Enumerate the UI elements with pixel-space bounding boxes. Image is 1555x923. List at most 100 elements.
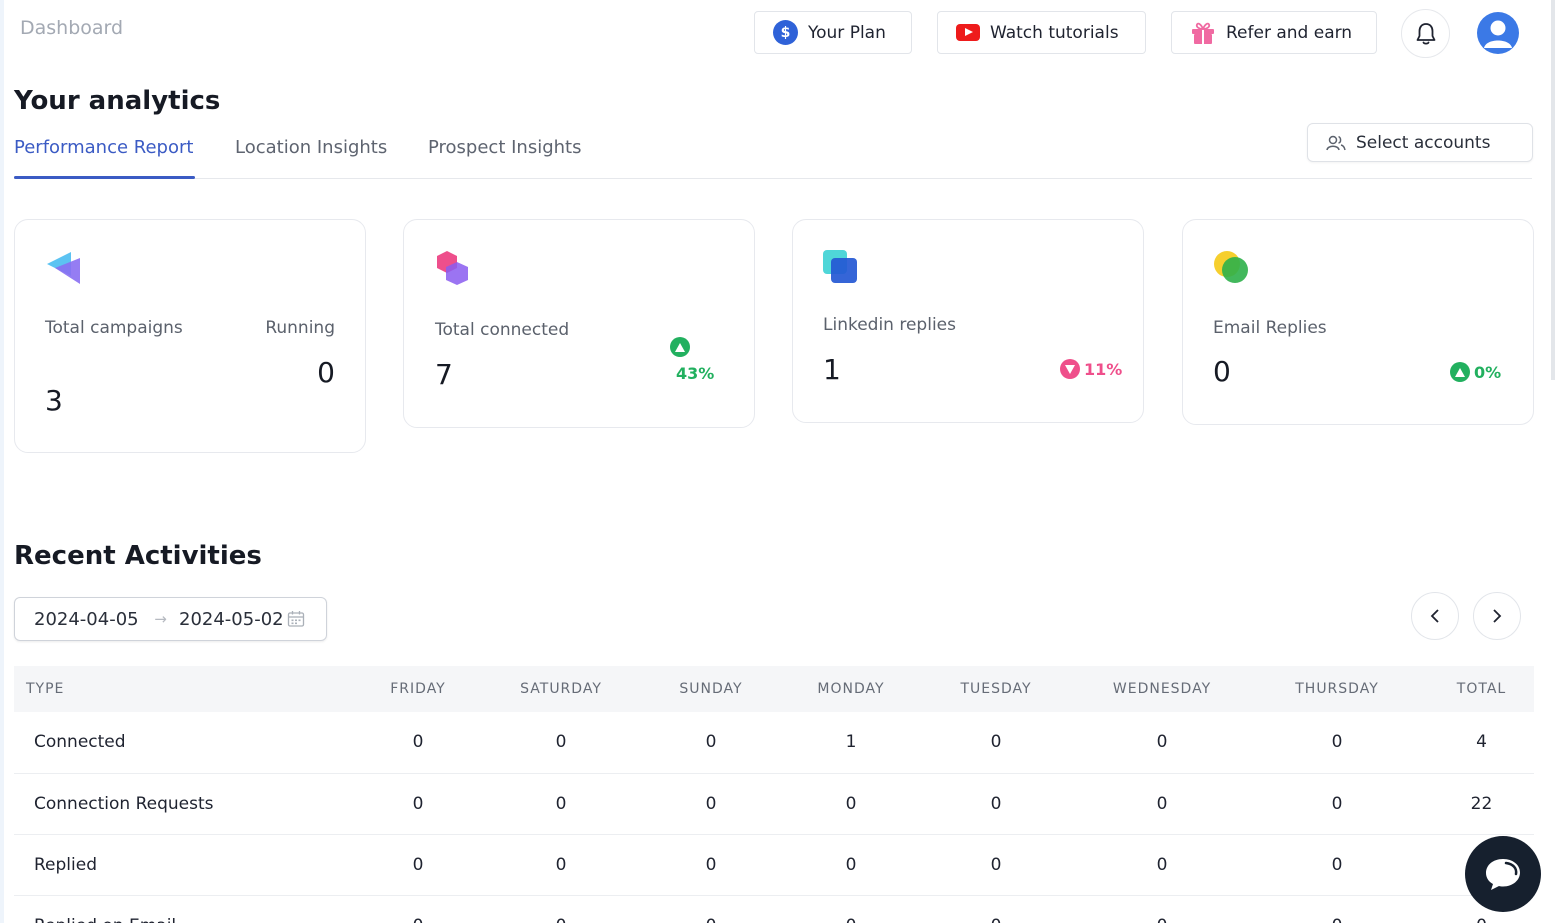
previous-week-button[interactable]	[1411, 592, 1459, 640]
cell: 0	[1079, 834, 1245, 896]
start-date[interactable]: 2024-04-05	[34, 608, 139, 630]
row-type: Replied on Email	[14, 895, 347, 923]
tabs-divider	[14, 178, 1532, 179]
refer-and-earn-button[interactable]: Refer and earn	[1171, 11, 1377, 54]
cell: 1	[789, 712, 913, 774]
notifications-button[interactable]	[1401, 9, 1450, 58]
youtube-icon	[956, 24, 980, 41]
scrollbar[interactable]	[1551, 0, 1555, 380]
linkedin-replies-trend: 11%	[1060, 359, 1122, 379]
email-replies-trend: 0%	[1450, 362, 1501, 382]
analytics-title: Your analytics	[14, 86, 221, 116]
cell: 0	[347, 895, 489, 923]
range-arrow-icon: →	[154, 610, 167, 628]
linkedin-replies-change: 11%	[1084, 359, 1123, 379]
page-title: Dashboard	[20, 17, 124, 39]
cell: 0	[913, 895, 1079, 923]
watch-tutorials-label: Watch tutorials	[990, 22, 1119, 43]
trend-up-icon	[670, 337, 690, 357]
bell-icon	[1416, 22, 1435, 45]
cell: 0	[1245, 895, 1429, 923]
col-thursday: THURSDAY	[1295, 681, 1379, 697]
cell-total: 4	[1429, 712, 1534, 774]
col-monday: MONDAY	[817, 681, 885, 697]
dollar-icon: $	[773, 20, 798, 45]
chevron-left-icon	[1430, 609, 1439, 623]
user-avatar[interactable]	[1477, 12, 1519, 54]
tab-location-insights[interactable]: Location Insights	[235, 137, 388, 158]
total-connected-change: 43%	[676, 364, 715, 383]
table-header-row: TYPE FRIDAY SATURDAY SUNDAY MONDAY TUESD…	[14, 666, 1534, 712]
your-plan-button[interactable]: $ Your Plan	[754, 11, 912, 54]
campaigns-card: Total campaigns 3 Running 0	[14, 219, 366, 453]
left-edge	[0, 0, 4, 923]
cell: 0	[633, 712, 789, 774]
cell: 0	[633, 834, 789, 896]
cell: 0	[789, 773, 913, 835]
col-friday: FRIDAY	[390, 681, 446, 697]
cell: 0	[1245, 773, 1429, 835]
linkedin-replies-label: Linkedin replies	[823, 315, 956, 335]
row-type: Connected	[14, 712, 347, 774]
email-replies-change: 0%	[1474, 362, 1502, 382]
next-week-button[interactable]	[1473, 592, 1521, 640]
trend-up-icon	[1450, 362, 1470, 382]
total-connected-card: Total connected 7 43%	[403, 219, 755, 428]
total-connected-value: 7	[435, 358, 453, 391]
email-replies-card: Email Replies 0 0%	[1182, 219, 1534, 425]
cell-total: 22	[1429, 773, 1534, 835]
row-type: Connection Requests	[14, 773, 347, 835]
cell: 0	[347, 773, 489, 835]
chat-widget-button[interactable]	[1465, 836, 1541, 912]
cell: 0	[347, 712, 489, 774]
linkedin-replies-icon	[823, 250, 857, 283]
recent-activities-title: Recent Activities	[14, 541, 262, 571]
users-icon	[1326, 135, 1346, 150]
total-campaigns-value: 3	[45, 384, 63, 417]
table-row: Connection Requests 0 0 0 0 0 0 0 22	[14, 773, 1534, 835]
recent-activities-table: TYPE FRIDAY SATURDAY SUNDAY MONDAY TUESD…	[14, 666, 1534, 923]
table-row: Replied on Email 0 0 0 0 0 0 0 0	[14, 895, 1534, 923]
running-label: Running	[265, 318, 335, 338]
linkedin-replies-card: Linkedin replies 1 11%	[792, 219, 1144, 423]
col-sunday: SUNDAY	[679, 681, 743, 697]
watch-tutorials-button[interactable]: Watch tutorials	[937, 11, 1146, 54]
linkedin-replies-value: 1	[823, 353, 841, 386]
table-row: Replied 0 0 0 0 0 0 0 0	[14, 834, 1534, 896]
cell: 0	[633, 895, 789, 923]
cell: 0	[1079, 712, 1245, 774]
cell: 0	[489, 712, 633, 774]
row-type: Replied	[14, 834, 347, 896]
running-value: 0	[317, 356, 335, 389]
end-date[interactable]: 2024-05-02	[179, 608, 284, 630]
cell: 0	[1079, 895, 1245, 923]
cell: 0	[633, 773, 789, 835]
your-plan-label: Your Plan	[808, 22, 886, 43]
cell: 0	[913, 834, 1079, 896]
cell: 0	[489, 773, 633, 835]
email-replies-value: 0	[1213, 355, 1231, 388]
refer-and-earn-label: Refer and earn	[1226, 22, 1353, 43]
col-total: TOTAL	[1456, 681, 1507, 697]
trend-down-icon	[1060, 359, 1080, 379]
email-replies-label: Email Replies	[1213, 318, 1327, 338]
user-icon	[1484, 20, 1512, 48]
calendar-icon[interactable]	[287, 610, 305, 628]
active-tab-indicator	[14, 176, 195, 179]
cell: 0	[1245, 834, 1429, 896]
cell: 0	[1079, 773, 1245, 835]
table-row: Connected 0 0 0 1 0 0 0 4	[14, 712, 1534, 774]
cell: 0	[489, 895, 633, 923]
total-connected-label: Total connected	[435, 320, 570, 340]
date-range-picker[interactable]: 2024-04-05 → 2024-05-02	[14, 597, 327, 641]
email-replies-icon	[1214, 251, 1248, 283]
select-accounts-label: Select accounts	[1356, 132, 1491, 153]
tab-performance-report[interactable]: Performance Report	[14, 137, 194, 158]
tab-prospect-insights[interactable]: Prospect Insights	[428, 137, 582, 158]
select-accounts-button[interactable]: Select accounts	[1307, 123, 1533, 162]
col-type: TYPE	[26, 681, 65, 697]
cell: 0	[489, 834, 633, 896]
gift-icon	[1192, 22, 1214, 44]
chat-icon	[1486, 859, 1520, 890]
col-saturday: SATURDAY	[520, 681, 602, 697]
